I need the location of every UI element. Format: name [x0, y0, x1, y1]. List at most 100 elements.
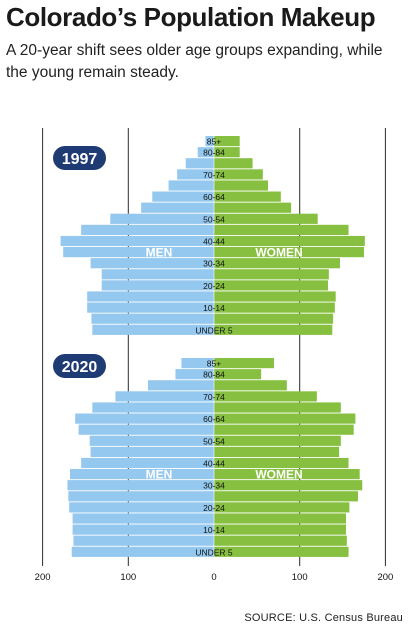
age-group-label: 30-34	[203, 259, 225, 269]
women-bar-2020-4	[214, 402, 341, 413]
women-bar-1997-10	[214, 247, 364, 258]
men-bar-1997-11	[90, 258, 214, 269]
age-group-label: 85+	[207, 137, 221, 147]
women-bar-1997-15	[214, 302, 335, 313]
women-bar-1997-1	[214, 147, 240, 158]
men-bar-2020-0	[181, 358, 214, 369]
men-bar-2020-1	[175, 369, 214, 380]
women-bar-1997-4	[214, 180, 268, 191]
women-bar-2020-2	[214, 380, 287, 391]
men-bar-1997-10	[63, 247, 214, 258]
women-label: WOMEN	[255, 468, 302, 482]
women-bar-2020-16	[214, 535, 347, 546]
women-bar-1997-9	[214, 235, 365, 247]
men-bar-2020-13	[69, 502, 215, 513]
men-bar-2020-10	[70, 469, 214, 480]
men-bar-2020-14	[72, 513, 214, 524]
age-group-label: UNDER 5	[195, 325, 233, 335]
age-group-label: 85+	[207, 359, 221, 369]
age-group-label: 30-34	[203, 481, 225, 491]
men-bar-2020-8	[90, 446, 214, 457]
men-bar-1997-6	[141, 202, 214, 213]
men-bar-2020-2	[148, 380, 214, 391]
women-bar-1997-8	[214, 224, 349, 235]
women-bar-2020-9	[214, 457, 349, 469]
women-bar-2020-8	[214, 446, 340, 457]
men-bar-2020-12	[68, 491, 214, 502]
age-group-label: 80-84	[203, 370, 225, 380]
age-group-label: UNDER 5	[195, 547, 233, 557]
men-bar-2020-15	[72, 524, 214, 535]
men-bar-1997-7	[110, 213, 214, 224]
women-bar-2020-7	[214, 435, 341, 446]
women-bar-1997-3	[214, 169, 263, 180]
women-bar-2020-15	[214, 524, 346, 535]
men-bar-1997-5	[152, 191, 214, 202]
women-bar-2020-11	[214, 480, 363, 491]
year-badge	[53, 354, 106, 378]
women-bar-2020-1	[214, 369, 262, 380]
women-bar-1997-11	[214, 258, 340, 269]
men-bar-1997-13	[101, 280, 214, 291]
women-label: WOMEN	[255, 246, 302, 260]
women-bar-1997-6	[214, 202, 292, 213]
age-group-label: 40-44	[203, 458, 225, 468]
age-group-label: 20-24	[203, 281, 225, 291]
men-bar-1997-8	[81, 224, 214, 235]
age-group-label: 50-54	[203, 214, 225, 224]
men-bar-1997-9	[60, 235, 214, 247]
year-badge-label: 1997	[62, 151, 98, 168]
men-bar-2020-5	[75, 413, 214, 424]
women-bar-2020-14	[214, 513, 346, 524]
women-bar-2020-17	[214, 546, 349, 557]
women-bar-1997-0	[214, 136, 240, 147]
women-bar-2020-5	[214, 413, 356, 424]
women-bar-1997-5	[214, 191, 281, 202]
men-bar-1997-15	[87, 302, 214, 313]
men-bar-1997-1	[197, 147, 214, 158]
age-group-label: 80-84	[203, 148, 225, 158]
women-bar-1997-7	[214, 213, 318, 224]
men-bar-1997-0	[205, 136, 214, 147]
source-note: SOURCE: U.S. Census Bureau	[244, 612, 403, 624]
men-bar-2020-17	[71, 546, 214, 557]
age-group-label: 20-24	[203, 503, 225, 513]
x-tick-label: 0	[211, 572, 216, 583]
age-group-label: 50-54	[203, 436, 225, 446]
x-tick-label: 200	[377, 572, 393, 583]
men-label: MEN	[146, 468, 173, 482]
men-bar-1997-12	[101, 269, 214, 280]
year-badge-label: 2020	[62, 359, 98, 376]
women-bar-1997-17	[214, 324, 333, 335]
age-group-label: 70-74	[203, 392, 225, 402]
women-bar-1997-13	[214, 280, 328, 291]
year-badge	[53, 146, 106, 170]
men-bar-2020-6	[78, 424, 215, 435]
men-bar-2020-11	[67, 480, 214, 491]
men-bar-1997-17	[92, 324, 214, 335]
men-bar-2020-7	[89, 435, 214, 446]
x-tick-label: 100	[292, 572, 308, 583]
x-tick-label: 100	[120, 572, 136, 583]
men-bar-1997-4	[168, 180, 214, 191]
men-bar-2020-9	[81, 457, 214, 469]
age-group-label: 60-64	[203, 414, 225, 424]
women-bar-2020-10	[214, 469, 360, 480]
age-group-label: 10-14	[203, 525, 225, 535]
women-bar-1997-16	[214, 313, 334, 324]
chart-subtitle: A 20-year shift sees older age groups ex…	[6, 42, 383, 81]
men-label: MEN	[146, 246, 173, 260]
women-bar-2020-12	[214, 491, 358, 502]
men-bar-2020-4	[92, 402, 214, 413]
women-bar-2020-3	[214, 391, 317, 402]
men-bar-1997-3	[177, 169, 214, 180]
men-bar-1997-2	[185, 158, 214, 169]
x-tick-label: 200	[35, 572, 51, 583]
women-bar-2020-6	[214, 424, 354, 435]
men-bar-2020-16	[73, 535, 215, 546]
age-group-label: 70-74	[203, 170, 225, 180]
women-bar-1997-2	[214, 158, 253, 169]
men-bar-1997-14	[87, 291, 214, 302]
age-group-label: 60-64	[203, 192, 225, 202]
